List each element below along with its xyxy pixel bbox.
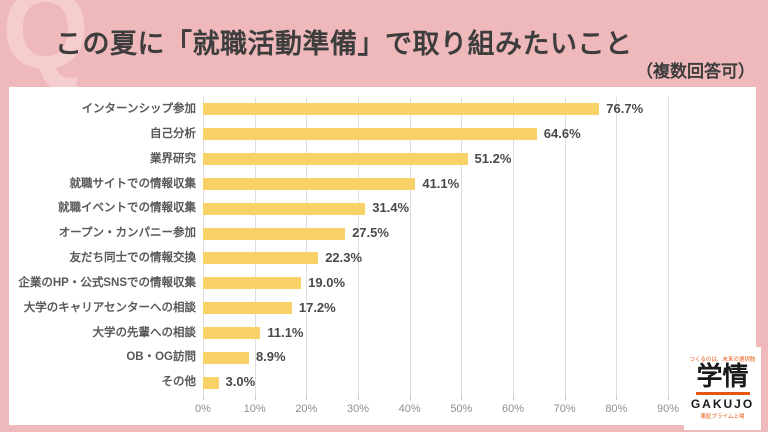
logo-tagline: つくるのは、未来の選択肢 xyxy=(689,357,756,363)
bar-value-label: 41.1% xyxy=(422,175,460,191)
bar-value-label: 3.0% xyxy=(225,374,256,390)
gridline xyxy=(358,97,359,395)
bar xyxy=(203,252,319,265)
bar xyxy=(203,153,468,166)
chart-card: 0% 10% 20% 30% 40% 50% 60% 70% 80% 90% インターンシップ参加 7… xyxy=(9,87,756,425)
x-tick-label: 70% xyxy=(553,403,576,415)
axis-tickmark xyxy=(306,395,308,400)
axis-tickmark xyxy=(409,395,411,400)
gridline xyxy=(409,97,411,395)
axis-tickmark xyxy=(513,395,514,400)
logo-subtext: 東証プライム上場 xyxy=(700,414,745,421)
bar-value-label: 76.7% xyxy=(606,101,644,116)
bar-value-label: 31.4% xyxy=(372,200,410,216)
category-label: OB・OG訪問 xyxy=(126,351,196,364)
x-tick-label: 20% xyxy=(295,403,318,415)
x-tick-label: 30% xyxy=(346,403,370,415)
page-title: この夏に「就職活動準備」で取り組みたいこと xyxy=(55,29,633,59)
category-label: 就職サイトでの情報収集 xyxy=(69,177,197,190)
category-label: 大学の先輩への相談 xyxy=(92,326,197,339)
bar xyxy=(203,302,292,315)
q-watermark: Q xyxy=(2,0,90,92)
axis-tickmark xyxy=(616,395,618,400)
logo-divider-bar xyxy=(695,392,750,396)
bar-value-label: 11.1% xyxy=(267,324,304,340)
category-label: 就職イベントでの情報収集 xyxy=(58,202,196,215)
bar xyxy=(203,376,219,389)
bar-value-label: 8.9% xyxy=(255,349,286,365)
x-tick-label: 10% xyxy=(243,403,266,415)
bar xyxy=(203,177,416,190)
gridline xyxy=(306,97,308,395)
category-label: 業界研究 xyxy=(150,152,196,165)
bar xyxy=(203,277,302,290)
bar xyxy=(203,227,346,240)
gridline xyxy=(564,97,566,395)
axis-tickmark xyxy=(461,395,463,400)
bar xyxy=(203,351,249,364)
axis-tickmark xyxy=(254,395,256,400)
bar xyxy=(203,202,366,215)
logo-brand-en: GAKUJO xyxy=(690,397,755,412)
x-tick-label: 90% xyxy=(656,403,680,415)
gakujo-logo: つくるのは、未来の選択肢 学情 GAKUJO 東証プライム上場 xyxy=(684,347,761,430)
gridline xyxy=(616,97,618,395)
category-label: 友だち同士での情報交換 xyxy=(69,252,197,264)
bar-value-label: 64.6% xyxy=(543,125,581,141)
category-label: 企業のHP・公式SNSでの情報収集 xyxy=(18,276,196,289)
gridline xyxy=(254,97,256,395)
bar xyxy=(203,326,261,339)
x-tick-label: 40% xyxy=(398,403,421,415)
category-label: その他 xyxy=(161,376,197,389)
gridline xyxy=(668,97,669,395)
bar xyxy=(203,103,600,116)
bar-value-label: 17.2% xyxy=(298,299,336,315)
x-tick-label: 0% xyxy=(195,403,211,415)
bar xyxy=(203,128,537,141)
x-tick-label: 60% xyxy=(501,403,525,415)
gridline xyxy=(513,97,514,395)
category-label: インターンシップ参加 xyxy=(81,103,196,115)
gridline xyxy=(461,97,463,395)
logo-brand-jp: 学情 xyxy=(696,362,749,391)
category-label: オープン・カンパニー参加 xyxy=(58,227,196,240)
category-label: 大学のキャリアセンターへの相談 xyxy=(23,301,196,314)
bar-value-label: 22.3% xyxy=(325,250,363,265)
bar-value-label: 19.0% xyxy=(308,274,346,290)
axis-tickmark xyxy=(358,395,359,400)
category-label: 自己分析 xyxy=(150,127,196,140)
multiple-answers-note: （複数回答可） xyxy=(636,62,755,81)
x-tick-label: 80% xyxy=(605,403,628,415)
bar-value-label: 27.5% xyxy=(352,225,389,241)
axis-tickmark xyxy=(668,395,669,400)
gridline xyxy=(203,97,204,395)
x-tick-label: 50% xyxy=(450,403,473,415)
bar-value-label: 51.2% xyxy=(474,150,512,166)
axis-tickmark xyxy=(203,395,204,400)
axis-tickmark xyxy=(564,395,566,400)
